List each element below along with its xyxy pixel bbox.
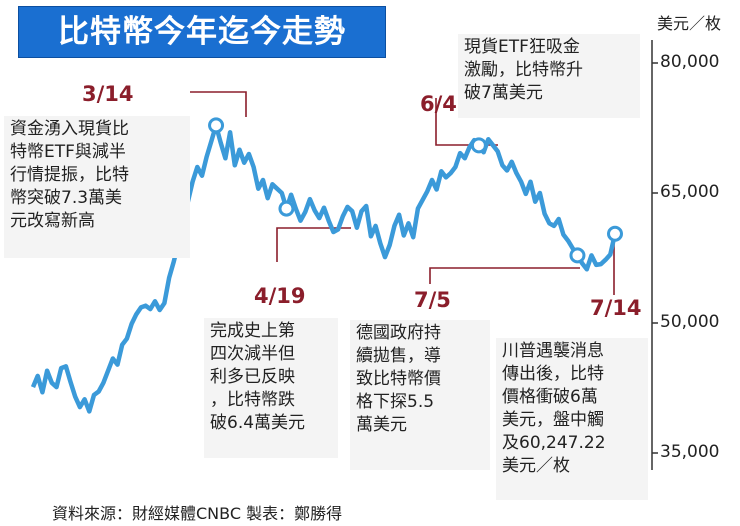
note-apr19: 完成史上第 四次減半但 利多已反映 ，比特幣跌 破6.4萬美元 bbox=[204, 318, 338, 458]
marker-jul5 bbox=[569, 247, 586, 264]
y-tick-65000: 65,000 bbox=[660, 182, 720, 202]
y-tick-35000: 35,000 bbox=[660, 442, 720, 462]
y-axis-unit: 美元／枚 bbox=[657, 14, 722, 33]
price-line bbox=[30, 123, 618, 414]
date-label-jun4: 6/4 bbox=[420, 92, 457, 116]
y-tick-80000: 80,000 bbox=[660, 52, 720, 72]
leader-apr19 bbox=[276, 227, 351, 262]
marker-jun4 bbox=[470, 137, 487, 154]
date-label-jul14: 7/14 bbox=[590, 296, 642, 320]
source-credit: 資料來源：財經媒體CNBC 製表：鄭勝得 bbox=[52, 504, 343, 523]
note-jun4: 現貨ETF狂吸金 激勵，比特幣升 破7萬美元 bbox=[458, 34, 640, 118]
leader-jul5 bbox=[429, 267, 580, 284]
note-jul5: 德國政府持 續拋售，導 致比特幣價 格下探5.5 萬美元 bbox=[350, 320, 490, 470]
note-mar14: 資金湧入現貨比 特幣ETF與減半 行情提振，比特 幣突破7.3萬美 元改寫新高 bbox=[4, 116, 190, 258]
y-axis bbox=[651, 40, 658, 470]
date-label-jul5: 7/5 bbox=[414, 288, 451, 312]
event-markers bbox=[208, 117, 623, 264]
note-jul14: 川普遇襲消息 傳出後，比特 價格衝破6萬 美元，盤中觸 及60,247.22 美… bbox=[496, 338, 648, 500]
y-tick-50000: 50,000 bbox=[660, 312, 720, 332]
date-label-mar14: 3/14 bbox=[82, 82, 134, 106]
marker-mar14 bbox=[208, 117, 225, 134]
chart-title: 比特幣今年迄今走勢 bbox=[18, 6, 386, 58]
leader-mar14 bbox=[190, 91, 247, 117]
leader-lines bbox=[190, 91, 615, 295]
date-label-apr19: 4/19 bbox=[254, 284, 306, 308]
marker-jul14 bbox=[607, 225, 623, 242]
marker-apr19 bbox=[278, 200, 295, 217]
